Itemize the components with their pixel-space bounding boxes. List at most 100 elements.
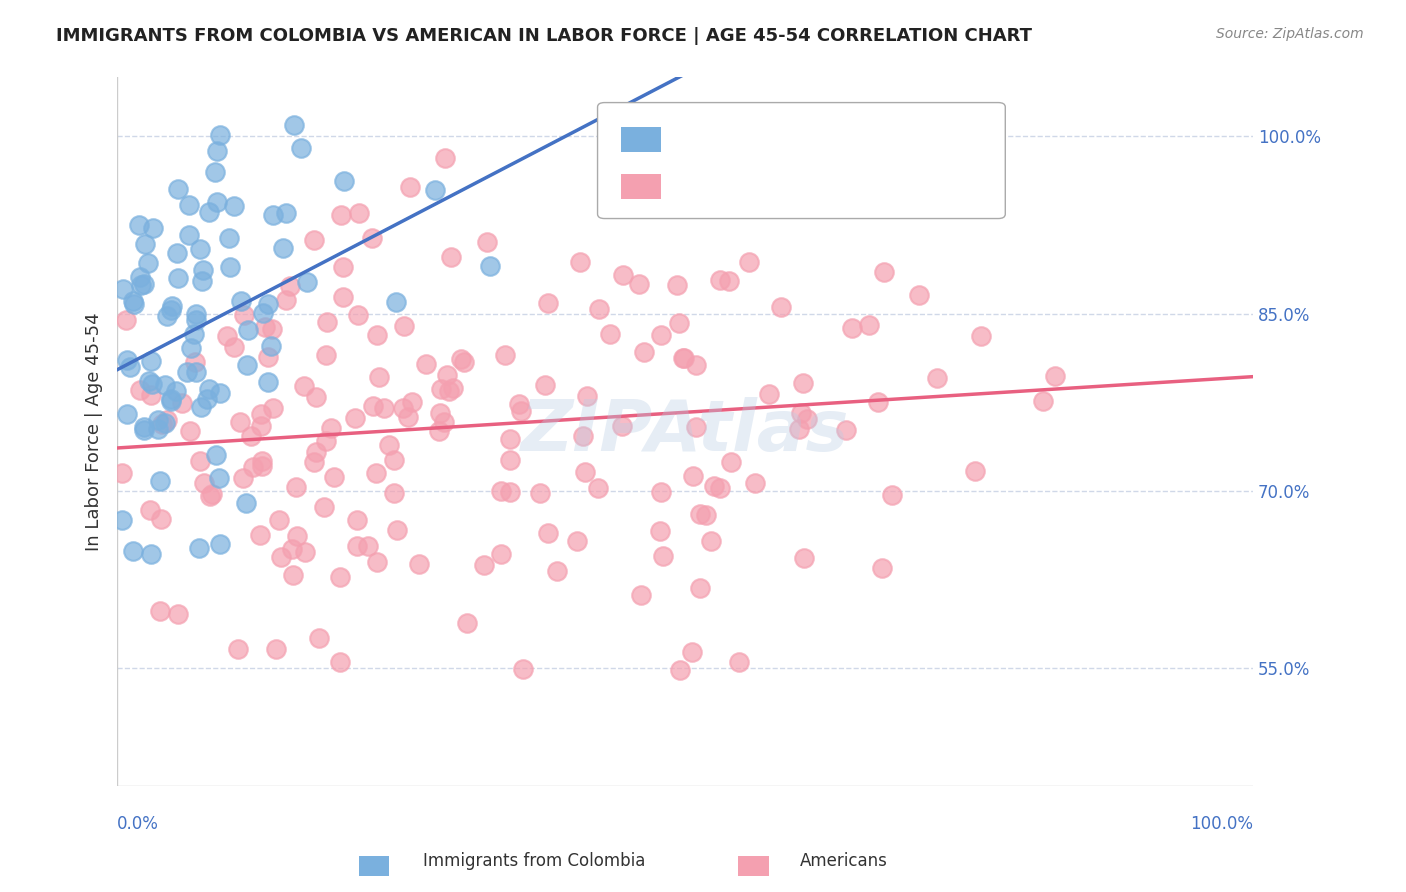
- Point: [1032, 394, 1054, 409]
- Point: [366, 328, 388, 343]
- Point: [305, 390, 328, 404]
- Point: [633, 345, 655, 359]
- Point: [475, 235, 498, 250]
- Text: 100.0%: 100.0%: [1189, 815, 1253, 833]
- Point: [332, 290, 354, 304]
- Point: [226, 641, 249, 656]
- Point: [537, 525, 560, 540]
- Point: [285, 529, 308, 543]
- Point: [160, 299, 183, 313]
- Point: [267, 513, 290, 527]
- Point: [349, 206, 371, 220]
- Point: [209, 128, 232, 142]
- Y-axis label: In Labor Force | Age 45-54: In Labor Force | Age 45-54: [86, 312, 103, 551]
- Point: [115, 407, 138, 421]
- Point: [188, 454, 211, 468]
- Point: [249, 407, 271, 421]
- Point: [651, 549, 673, 563]
- Point: [166, 607, 188, 621]
- Text: Source: ZipAtlas.com: Source: ZipAtlas.com: [1216, 27, 1364, 41]
- Point: [441, 381, 464, 395]
- Point: [257, 350, 280, 364]
- Point: [612, 268, 634, 282]
- Point: [361, 399, 384, 413]
- Point: [598, 106, 620, 120]
- Point: [385, 523, 408, 537]
- Point: [429, 407, 451, 421]
- Point: [709, 273, 731, 287]
- Point: [499, 485, 522, 500]
- Point: [155, 377, 177, 392]
- Point: [252, 306, 274, 320]
- Point: [315, 434, 337, 448]
- Point: [567, 533, 589, 548]
- Point: [262, 208, 284, 222]
- Point: [117, 353, 139, 368]
- Point: [709, 481, 731, 495]
- Point: [262, 401, 284, 415]
- Point: [512, 662, 534, 676]
- Text: R = 0.202   N = 174: R = 0.202 N = 174: [671, 177, 868, 194]
- Point: [249, 419, 271, 434]
- Point: [198, 382, 221, 396]
- Point: [229, 415, 252, 429]
- Point: [191, 274, 214, 288]
- Point: [191, 262, 214, 277]
- Point: [166, 271, 188, 285]
- Point: [703, 478, 725, 492]
- Point: [863, 106, 886, 120]
- Point: [236, 358, 259, 372]
- Point: [685, 419, 707, 434]
- Point: [494, 347, 516, 361]
- Point: [650, 484, 672, 499]
- Point: [139, 353, 162, 368]
- Point: [295, 275, 318, 289]
- Point: [166, 246, 188, 260]
- Point: [672, 351, 695, 365]
- Text: ZIPAtlas: ZIPAtlas: [520, 397, 849, 467]
- Point: [425, 183, 447, 197]
- Point: [141, 376, 163, 391]
- Point: [574, 465, 596, 479]
- Point: [508, 397, 530, 411]
- Point: [599, 327, 621, 342]
- Point: [588, 302, 610, 317]
- Point: [132, 424, 155, 438]
- Point: [142, 220, 165, 235]
- Point: [222, 199, 245, 213]
- Point: [260, 339, 283, 353]
- Point: [925, 371, 948, 385]
- Point: [491, 547, 513, 561]
- Point: [180, 341, 202, 355]
- Point: [281, 541, 304, 556]
- Point: [139, 547, 162, 561]
- Point: [392, 318, 415, 333]
- Point: [314, 500, 336, 514]
- Point: [835, 423, 858, 437]
- Point: [793, 550, 815, 565]
- Point: [368, 369, 391, 384]
- Point: [700, 533, 723, 548]
- Point: [111, 512, 134, 526]
- Point: [285, 480, 308, 494]
- Point: [415, 357, 437, 371]
- Point: [346, 513, 368, 527]
- Point: [650, 199, 672, 213]
- Point: [224, 340, 246, 354]
- Point: [399, 180, 422, 194]
- Point: [156, 413, 179, 427]
- Point: [908, 287, 931, 301]
- Point: [744, 476, 766, 491]
- Point: [627, 277, 650, 291]
- Point: [118, 360, 141, 375]
- Point: [235, 496, 257, 510]
- Point: [870, 561, 893, 575]
- Point: [510, 404, 533, 418]
- Point: [304, 455, 326, 469]
- Point: [111, 466, 134, 480]
- Point: [172, 396, 194, 410]
- Point: [149, 604, 172, 618]
- Point: [177, 197, 200, 211]
- Point: [229, 294, 252, 309]
- Point: [257, 297, 280, 311]
